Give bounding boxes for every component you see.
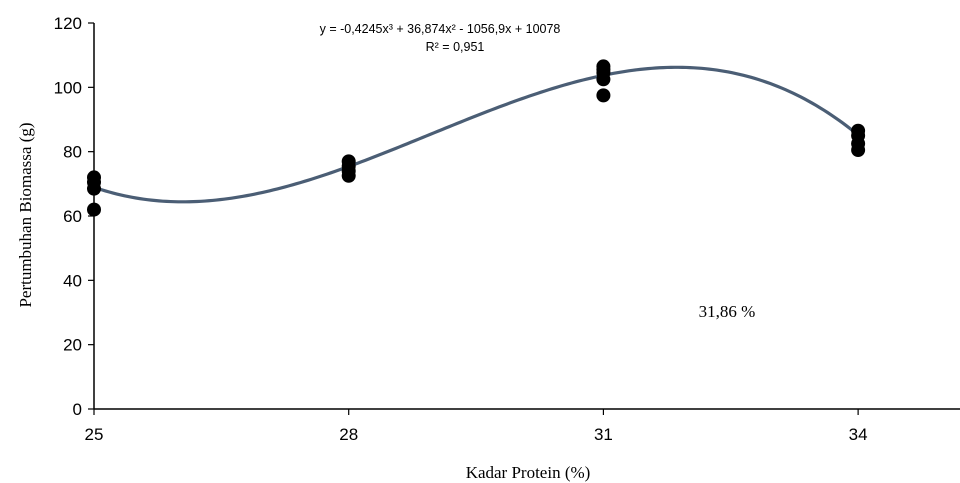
data-point	[596, 59, 611, 74]
data-points	[87, 59, 866, 217]
x-axis-title: Kadar Protein (%)	[466, 463, 591, 482]
y-axis-title: Pertumbuhan Biomassa (g)	[16, 122, 35, 307]
data-point	[851, 123, 866, 138]
data-point	[596, 88, 611, 103]
x-tick-label: 28	[339, 425, 358, 444]
x-tick-label: 25	[85, 425, 104, 444]
data-point	[87, 202, 101, 217]
x-tick-label: 31	[594, 425, 613, 444]
trendline	[92, 65, 860, 204]
trendline-equation: y = -0,4245x³ + 36,874x² - 1056,9x + 100…	[320, 22, 561, 36]
y-tick-label: 20	[63, 336, 82, 355]
ticks: 0 20 40 60 80 100 120 25 28 31 34	[54, 14, 868, 444]
y-tick-label: 60	[63, 207, 82, 226]
percent-annotation: 31,86 %	[699, 302, 756, 321]
y-tick-label: 40	[63, 271, 82, 290]
y-tick-label: 100	[54, 78, 82, 97]
y-tick-label: 80	[63, 143, 82, 162]
y-tick-label: 0	[73, 400, 82, 419]
axes	[93, 23, 960, 410]
r-squared-label: R² = 0,951	[426, 40, 485, 54]
trendline-group	[92, 65, 860, 204]
data-point	[341, 154, 356, 169]
x-tick-label: 34	[849, 425, 868, 444]
data-point	[87, 170, 101, 185]
y-tick-label: 120	[54, 14, 82, 33]
